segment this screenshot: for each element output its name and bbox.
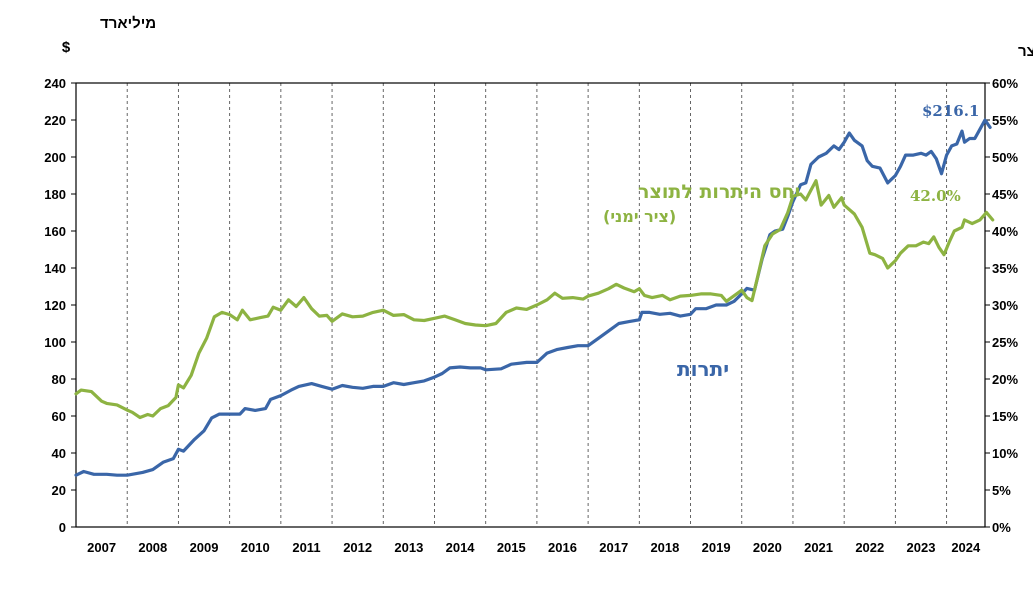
left-tick-label-0: 0 <box>59 520 66 535</box>
left-axis-ticks: 0 20 40 60 80 100 120 140 160 180 200 220 240 <box>44 76 76 535</box>
right-axis-unit: תוצר <box>1018 43 1033 60</box>
right-tick-label-4: 20% <box>992 372 1018 387</box>
right-tick-label-7: 35% <box>992 261 1018 276</box>
x-tick-label-2013: 2013 <box>394 540 423 555</box>
series-lines <box>74 118 995 477</box>
left-tick-label-20: 20 <box>52 483 66 498</box>
left-tick-label-240: 240 <box>44 76 66 91</box>
x-tick-label-2010: 2010 <box>241 540 270 555</box>
left-tick-label-80: 80 <box>52 372 66 387</box>
left-tick-label-40: 40 <box>52 446 66 461</box>
x-tick-label-2019: 2019 <box>702 540 731 555</box>
right-axis-ticks: 0% 5% 10% 15% 20% 25% 30% 35% 40% 45% 50% 55% 60% <box>985 76 1018 535</box>
reserves-line <box>74 118 992 477</box>
x-tick-label-2023: 2023 <box>907 540 936 555</box>
right-tick-label-12: 60% <box>992 76 1018 91</box>
x-tick-label-2007: 2007 <box>87 540 116 555</box>
left-tick-label-120: 120 <box>44 298 66 313</box>
x-tick-label-2018: 2018 <box>650 540 679 555</box>
right-tick-label-3: 15% <box>992 409 1018 424</box>
x-tick-label-2016: 2016 <box>548 540 577 555</box>
right-tick-label-5: 25% <box>992 335 1018 350</box>
left-axis-unit-line1: מיליארד <box>100 15 156 32</box>
left-tick-label-200: 200 <box>44 150 66 165</box>
right-tick-label-8: 40% <box>992 224 1018 239</box>
plot-border <box>75 82 986 528</box>
ratio-to-gdp-line <box>74 179 995 420</box>
x-tick-label-2012: 2012 <box>343 540 372 555</box>
x-tick-label-2015: 2015 <box>497 540 526 555</box>
x-tick-label-2021: 2021 <box>804 540 833 555</box>
left-tick-label-220: 220 <box>44 113 66 128</box>
x-tick-label-2020: 2020 <box>753 540 782 555</box>
right-tick-label-2: 10% <box>992 446 1018 461</box>
left-axis-unit-line2: $ <box>62 39 71 56</box>
x-tick-label-2009: 2009 <box>190 540 219 555</box>
right-tick-label-10: 50% <box>992 150 1018 165</box>
plot-frame <box>75 82 986 528</box>
reserves-end-value: $216.1 <box>922 102 979 120</box>
right-tick-label-9: 45% <box>992 187 1018 202</box>
left-tick-label-100: 100 <box>44 335 66 350</box>
left-tick-label-140: 140 <box>44 261 66 276</box>
reserves-series-label: יתרות <box>677 357 729 381</box>
right-tick-label-6: 30% <box>992 298 1018 313</box>
left-tick-label-60: 60 <box>52 409 66 424</box>
ratio-end-value: 42.0% <box>910 187 961 205</box>
x-tick-label-2022: 2022 <box>855 540 884 555</box>
left-tick-label-180: 180 <box>44 187 66 202</box>
ratio-series-axis-note: (ציר ימני) <box>603 207 676 226</box>
x-tick-label-2017: 2017 <box>599 540 628 555</box>
right-tick-label-11: 55% <box>992 113 1018 128</box>
x-tick-label-2024: 2024 <box>951 540 981 555</box>
x-tick-label-2008: 2008 <box>138 540 167 555</box>
ratio-series-label: יחס היתרות לתוצר <box>638 181 800 203</box>
x-axis-ticks: 2007 2008 2009 2010 2011 2012 2013 2014 2015 2016… <box>87 540 981 555</box>
x-tick-label-2014: 2014 <box>446 540 476 555</box>
x-tick-label-2011: 2011 <box>292 540 320 555</box>
right-tick-label-1: 5% <box>992 483 1011 498</box>
year-grid <box>126 83 948 527</box>
left-tick-label-160: 160 <box>44 224 66 239</box>
right-tick-label-0: 0% <box>992 520 1011 535</box>
